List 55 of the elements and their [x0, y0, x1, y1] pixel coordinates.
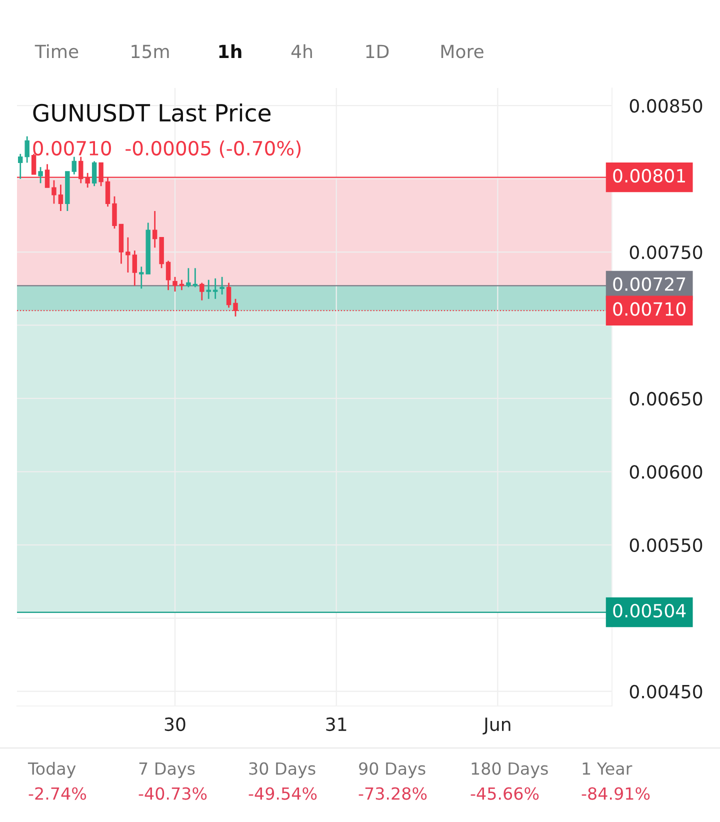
y-tick-label: 0.00650 — [630, 392, 702, 406]
candlestick — [186, 267, 191, 288]
text: 0.00710 -0.00005 (-0.70%) — [33, 140, 301, 158]
text: 7 Days — [139, 762, 195, 778]
text: 15m — [132, 44, 169, 58]
candlestick — [179, 279, 184, 291]
candlestick — [200, 282, 204, 302]
text: -84.91% — [582, 787, 650, 800]
candlestick — [24, 136, 30, 164]
y-tick-label: 0.00850 — [630, 99, 702, 113]
text: Today — [28, 762, 76, 778]
text: -45.66% — [470, 787, 539, 800]
text: -2.74% — [28, 787, 86, 800]
candlestick — [52, 180, 56, 204]
x-tick-label: 31 — [326, 717, 346, 732]
ref-line-label: 0.00710 — [613, 302, 686, 316]
candlestick — [152, 210, 158, 248]
candlestick — [166, 260, 171, 291]
ref-line-label: 0.00504 — [613, 604, 686, 618]
candlestick — [226, 282, 232, 308]
candlestick — [18, 153, 23, 180]
ref-line-label: 0.00727 — [613, 277, 686, 291]
text: 90 Days — [359, 762, 426, 778]
y-tick-label: 0.00550 — [630, 538, 702, 552]
text: 1h — [219, 44, 242, 58]
text: -40.73% — [138, 787, 207, 800]
text: -49.54% — [248, 787, 317, 800]
candlestick — [212, 278, 218, 300]
candlestick — [139, 266, 144, 290]
candlestick — [206, 279, 211, 300]
text: 1D — [366, 44, 389, 58]
ref-line-label: 0.00801 — [613, 168, 685, 183]
candlestick — [192, 267, 198, 288]
text: 4h — [291, 44, 312, 58]
y-tick-label: 0.00450 — [630, 684, 702, 698]
candlestick — [172, 276, 178, 292]
candlestick — [72, 156, 77, 176]
text: GUNUSDT Last Price — [33, 103, 271, 122]
candlestick — [38, 166, 43, 184]
text: -73.28% — [358, 787, 427, 800]
y-tick-label: 0.00750 — [630, 245, 702, 260]
candlestick — [92, 160, 97, 187]
candlestick — [126, 236, 130, 274]
candlestick — [58, 184, 64, 212]
text: 1 Year — [582, 762, 632, 775]
text: 30 Days — [249, 762, 316, 778]
x-tick-label: 30 — [164, 717, 186, 732]
x-tick-label: Jun — [482, 718, 510, 734]
text: Time — [34, 44, 78, 58]
text: More — [441, 44, 484, 58]
candlestick — [132, 250, 138, 286]
text: 180 Days — [472, 762, 548, 778]
y-tick-label: 0.00600 — [630, 465, 702, 479]
candlestick — [220, 276, 224, 296]
candlestick — [112, 196, 117, 230]
